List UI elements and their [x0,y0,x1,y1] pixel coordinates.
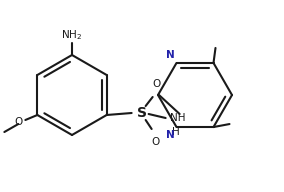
Text: NH$_2$: NH$_2$ [61,28,83,42]
Text: O: O [152,137,160,147]
Text: O: O [14,117,22,127]
Text: N: N [166,50,174,60]
Text: O: O [153,79,161,89]
Text: NH: NH [170,113,185,123]
Text: H: H [172,127,180,137]
Text: S: S [137,106,147,120]
Text: N: N [166,130,174,140]
